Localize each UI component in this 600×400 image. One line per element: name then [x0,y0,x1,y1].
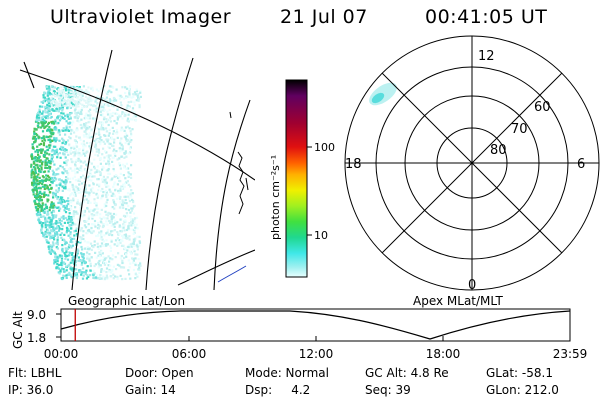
coastline [229,111,249,191]
lat-label-70: 70 [511,122,528,137]
orbit-timeline: Geographic Lat/Lon Apex MLat/MLT GC Alt … [11,294,587,361]
latitude-line [177,249,255,286]
mlt-label-18: 18 [345,157,362,172]
colorbar-unit-label: photon cm⁻²s⁻¹ [269,155,282,240]
color-bar: 100 10 photon cm⁻²s⁻¹ [269,79,335,278]
mlt-label-0: 0 [468,278,476,293]
coastline [237,151,245,215]
mlt-label-6: 6 [577,157,585,172]
longitude-line [213,99,251,290]
gc-alt-tick-9: 9.0 [27,308,46,322]
latitude-line [23,61,35,89]
colorbar-tick-100: 100 [314,141,335,154]
apex-caption: Apex MLat/MLT [413,294,503,308]
polar-plot: 12 18 6 0 60 70 80 [344,35,600,293]
lat-label-80: 80 [490,143,507,158]
time-label: 00:41:05 UT [425,6,548,28]
time-tick-1800: 18:00 [426,347,461,361]
latitude-line [19,69,255,181]
lat-label-60: 60 [534,100,551,115]
geographic-caption: Geographic Lat/Lon [68,294,185,308]
altitude-trace [60,310,571,340]
mlt-label-12: 12 [478,49,495,64]
mode-info: Mode: Normal [245,366,329,380]
door-info: Door: Open [125,366,194,380]
colorbar-tick-10: 10 [314,229,328,242]
date-label: 21 Jul 07 [280,6,368,28]
longitude-line [145,57,194,290]
gc-alt-axis-label: GC Alt [11,311,25,349]
longitude-line [71,49,113,290]
time-tick-1200: 12:00 [299,347,334,361]
polar-aurora-emission [369,82,397,106]
gc-alt-tick-1-8: 1.8 [27,331,46,345]
coastline-blue [217,265,247,283]
time-tick-0000: 00:00 [44,347,79,361]
ip-info: IP: 36.0 [8,383,54,397]
gain-info: Gain: 14 [125,383,176,397]
geographic-image-panel [19,49,255,290]
gc-alt-info: GC Alt: 4.8 Re [365,366,449,380]
time-tick-0600: 06:00 [172,347,207,361]
aurora-emission [30,85,142,281]
glat-info: GLat: -58.1 [486,366,553,380]
glon-info: GLon: 212.0 [486,383,559,397]
instrument-title: Ultraviolet Imager [50,6,232,28]
seq-info: Seq: 39 [365,383,411,397]
dsp-info: Dsp: 4.2 [245,383,311,397]
time-tick-2359: 23:59 [553,347,588,361]
filter-info: Flt: LBHL [8,366,62,380]
